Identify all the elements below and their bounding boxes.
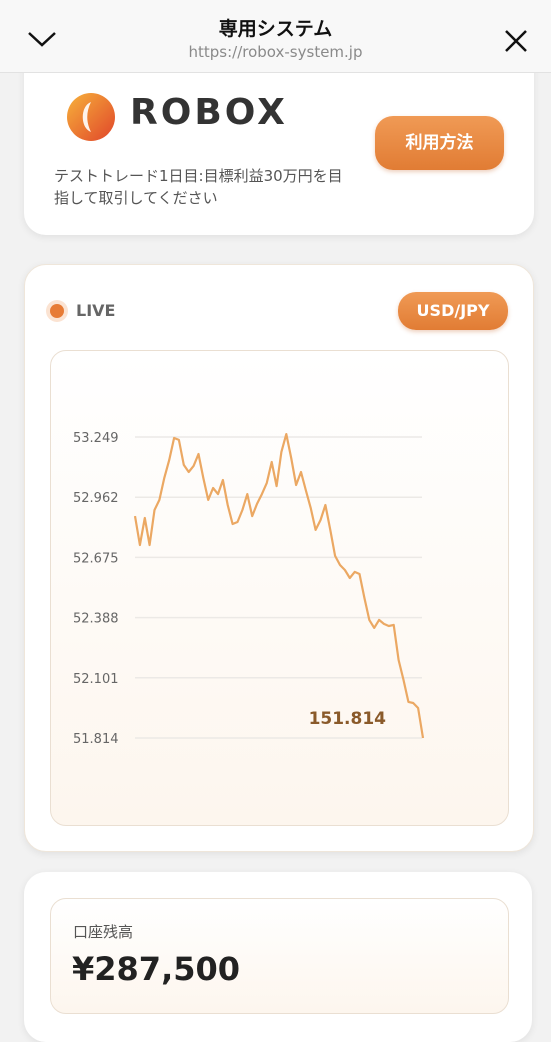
brand-name: ROBOX (130, 92, 288, 133)
close-button[interactable] (503, 28, 529, 54)
collapse-button[interactable] (26, 28, 58, 50)
pair-button[interactable]: USD/JPY (398, 292, 508, 330)
usage-button[interactable]: 利用方法 (375, 116, 504, 170)
y-tick-label: 52.962 (73, 491, 119, 506)
header: 専用システム https://robox-system.jp (0, 0, 551, 73)
logo (67, 93, 115, 141)
balance-panel (50, 898, 509, 1014)
last-price-label: 151.814 (309, 709, 387, 729)
chart-panel (50, 350, 509, 826)
balance-label: 口座残高 (73, 923, 134, 941)
page-url: https://robox-system.jp (188, 43, 363, 61)
y-tick-label: 52.675 (73, 551, 119, 566)
live-label: LIVE (76, 301, 116, 320)
live-indicator (46, 300, 68, 322)
y-tick-label: 53.249 (73, 431, 119, 446)
balance-value: ¥287,500 (72, 950, 241, 988)
message: テストトレード1日目:目標利益30万円を目指して取引してください (54, 167, 343, 207)
price-line (133, 433, 425, 739)
y-tick-label: 51.814 (73, 732, 119, 747)
page-title: 専用システム (218, 18, 333, 40)
y-tick-label: 52.388 (73, 612, 119, 627)
y-tick-label: 52.101 (73, 672, 119, 687)
